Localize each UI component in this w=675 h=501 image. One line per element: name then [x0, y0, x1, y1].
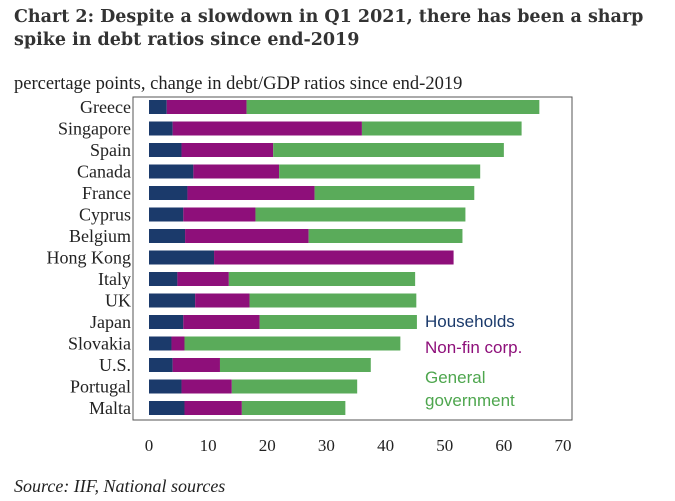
category-label-canada: Canada [77, 162, 131, 182]
x-tick-labels: 0 10 20 30 40 50 60 70 [145, 436, 572, 455]
x-tick-30: 30 [318, 436, 335, 455]
bar-greece-non-fin-corp [166, 100, 247, 114]
bar-belgium-general-government [308, 229, 463, 243]
bar-malta-non-fin-corp [184, 401, 242, 415]
category-label-hong-kong: Hong Kong [47, 248, 132, 268]
bar-france-non-fin-corp [187, 186, 315, 200]
x-tick-20: 20 [259, 436, 276, 455]
category-label-belgium: Belgium [69, 226, 131, 246]
bar-portugal-non-fin-corp [181, 379, 232, 394]
bar-canada-general-government [279, 164, 481, 179]
bar-singapore-households [149, 121, 173, 136]
legend: Households Non-fin corp. General governm… [425, 312, 522, 410]
bar-malta-households [149, 401, 185, 415]
x-tick-40: 40 [377, 436, 394, 455]
bar-uk-households [149, 293, 196, 308]
legend-general: General [425, 368, 485, 387]
bar-italy-households [149, 272, 178, 286]
legend-government: government [425, 391, 515, 410]
x-tick-70: 70 [555, 436, 572, 455]
bar-greece-general-government [246, 100, 540, 114]
bar-hong-kong-non-fin-corp [214, 250, 454, 265]
bar-france-households [149, 186, 188, 200]
category-label-spain: Spain [90, 140, 131, 160]
bar-hong-kong-households [149, 250, 215, 265]
bar-canada-non-fin-corp [193, 164, 280, 179]
x-tick-10: 10 [200, 436, 217, 455]
bar-japan-households [149, 315, 184, 329]
bar-japan-non-fin-corp [183, 315, 260, 329]
category-label-italy: Italy [98, 269, 131, 289]
bar-uk-general-government [249, 293, 417, 308]
bar-portugal-households [149, 379, 182, 394]
category-label-malta: Malta [89, 398, 131, 418]
x-tick-0: 0 [145, 436, 154, 455]
bar-singapore-general-government [361, 121, 522, 136]
bar-malta-general-government [241, 401, 346, 415]
category-label-slovakia: Slovakia [68, 334, 131, 354]
bar-u-s-general-government [219, 358, 371, 372]
x-tick-60: 60 [495, 436, 512, 455]
bar-u-s-non-fin-corp [172, 358, 220, 372]
chart-title: Chart 2: Despite a slowdown in Q1 2021, … [14, 7, 644, 50]
bar-u-s-households [149, 358, 173, 372]
plot-frame [132, 96, 573, 421]
x-tick-50: 50 [436, 436, 453, 455]
bar-cyprus-households [149, 207, 184, 222]
bar-singapore-non-fin-corp [172, 121, 362, 136]
bar-cyprus-non-fin-corp [183, 207, 256, 222]
bar-slovakia-non-fin-corp [171, 336, 185, 351]
bar-italy-non-fin-corp [177, 272, 229, 286]
category-label-singapore: Singapore [58, 119, 131, 139]
bar-portugal-general-government [231, 379, 358, 394]
category-labels: GreeceSingaporeSpainCanadaFranceCyprusBe… [47, 97, 132, 418]
legend-households: Households [425, 312, 515, 331]
category-label-greece: Greece [80, 97, 131, 117]
category-label-portugal: Portugal [70, 377, 131, 397]
bar-slovakia-households [149, 336, 172, 351]
bar-belgium-non-fin-corp [185, 229, 309, 243]
bar-france-general-government [314, 186, 475, 200]
category-label-u-s: U.S. [99, 355, 131, 375]
bar-greece-households [149, 100, 167, 114]
category-label-japan: Japan [90, 312, 131, 332]
source-note: Source: IIF, National sources [14, 476, 226, 496]
legend-non-fin-corp: Non-fin corp. [425, 338, 522, 357]
bar-belgium-households [149, 229, 186, 243]
bar-japan-general-government [259, 315, 417, 329]
category-label-cyprus: Cyprus [79, 205, 131, 225]
bar-canada-households [149, 164, 194, 179]
bar-italy-general-government [228, 272, 416, 286]
bar-spain-general-government [273, 143, 504, 157]
bar-slovakia-general-government [184, 336, 401, 351]
chart-subtitle: percertage points, change in debt/GDP ra… [14, 74, 463, 94]
category-label-france: France [82, 183, 131, 203]
bar-cyprus-general-government [255, 207, 466, 222]
bar-uk-non-fin-corp [195, 293, 250, 308]
bar-spain-households [149, 143, 182, 157]
bars-group [149, 100, 540, 415]
bar-spain-non-fin-corp [181, 143, 274, 157]
category-label-uk: UK [105, 291, 131, 311]
